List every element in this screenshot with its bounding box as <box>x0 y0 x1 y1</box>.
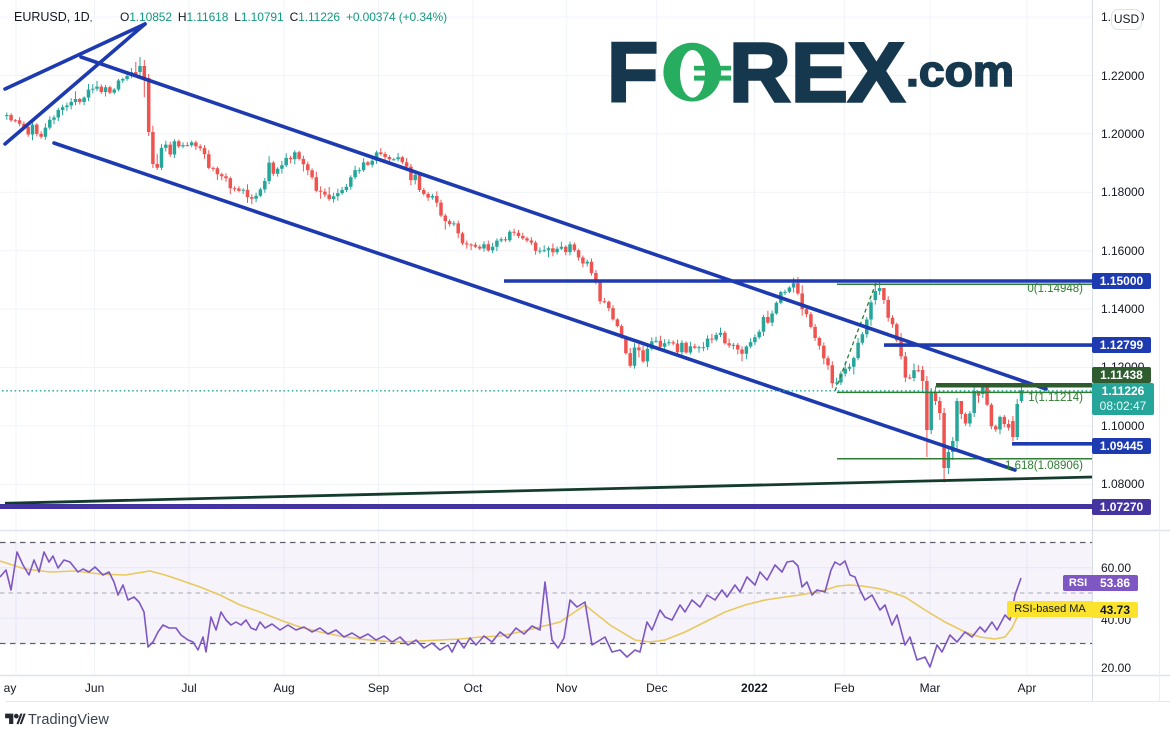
svg-text:F: F <box>607 32 658 110</box>
svg-text:REX: REX <box>729 32 905 110</box>
svg-text:.com: .com <box>906 47 1014 96</box>
